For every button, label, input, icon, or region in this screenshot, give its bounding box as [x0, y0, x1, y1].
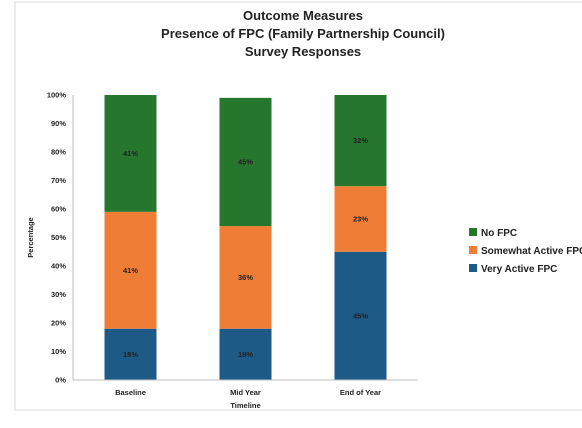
y-tick-label: 100%: [47, 91, 67, 100]
bar-segment: [334, 95, 387, 187]
y-tick-label: 50%: [51, 233, 66, 242]
x-axis-title: Timeline: [230, 401, 260, 410]
y-tick-label: 60%: [51, 205, 66, 214]
data-label: 18%: [123, 350, 138, 359]
data-label: 41%: [123, 149, 138, 158]
bar-segment: [104, 95, 157, 212]
data-label: 45%: [353, 311, 368, 320]
data-label: 36%: [238, 273, 253, 282]
bars: 18% 41% 41% 18% 36% 45% 45% 23% 32%: [104, 95, 387, 380]
x-tick-label: End of Year: [340, 388, 381, 397]
bar-segment: [104, 211, 157, 329]
y-tick-label: 40%: [51, 262, 66, 271]
bar-segment: [219, 97, 272, 227]
x-tick-label: Mid Year: [230, 388, 261, 397]
data-label: 18%: [238, 350, 253, 359]
x-axis: Baseline Mid Year End of Year Timeline: [73, 379, 418, 410]
data-label: 45%: [238, 157, 253, 166]
x-tick-label: Baseline: [115, 388, 146, 397]
legend-item-label: Very Active FPC: [481, 264, 557, 275]
y-tick-label: 20%: [51, 319, 66, 328]
y-axis: 0% 10% 20% 30% 40% 50% 60% 70% 80% 90% 100% Percent…: [26, 91, 74, 385]
bar-segment: [219, 328, 272, 380]
y-tick-label: 90%: [51, 119, 66, 128]
y-tick-label: 80%: [51, 148, 66, 157]
legend-item-label: No FPC: [481, 228, 517, 239]
data-label: 32%: [353, 136, 368, 145]
y-tick-label: 30%: [51, 290, 66, 299]
y-tick-label: 10%: [51, 347, 66, 356]
legend-swatch: [469, 228, 477, 236]
chart-title: Outcome Measures Presence of FPC (Family …: [161, 8, 445, 59]
data-label: 23%: [353, 214, 368, 223]
y-tick-label: 0%: [55, 376, 66, 385]
y-axis-title: Percentage: [26, 217, 35, 257]
legend: No FPC Somewhat Active FPC Very Active FPC: [469, 228, 582, 275]
data-label: 41%: [123, 266, 138, 275]
chart-title-line: Survey Responses: [245, 44, 361, 59]
chart-title-line: Presence of FPC (Family Partnership Coun…: [161, 26, 445, 41]
y-tick-label: 70%: [51, 176, 66, 185]
legend-swatch: [469, 246, 477, 254]
chart-border: [14, 1, 582, 411]
legend-item-label: Somewhat Active FPC: [481, 246, 582, 257]
legend-swatch: [469, 264, 477, 272]
bar-segment: [219, 226, 272, 329]
bar-segment: [334, 186, 387, 252]
bar-segment: [104, 328, 157, 380]
chart-title-line: Outcome Measures: [243, 8, 363, 23]
bar-segment: [334, 251, 387, 380]
